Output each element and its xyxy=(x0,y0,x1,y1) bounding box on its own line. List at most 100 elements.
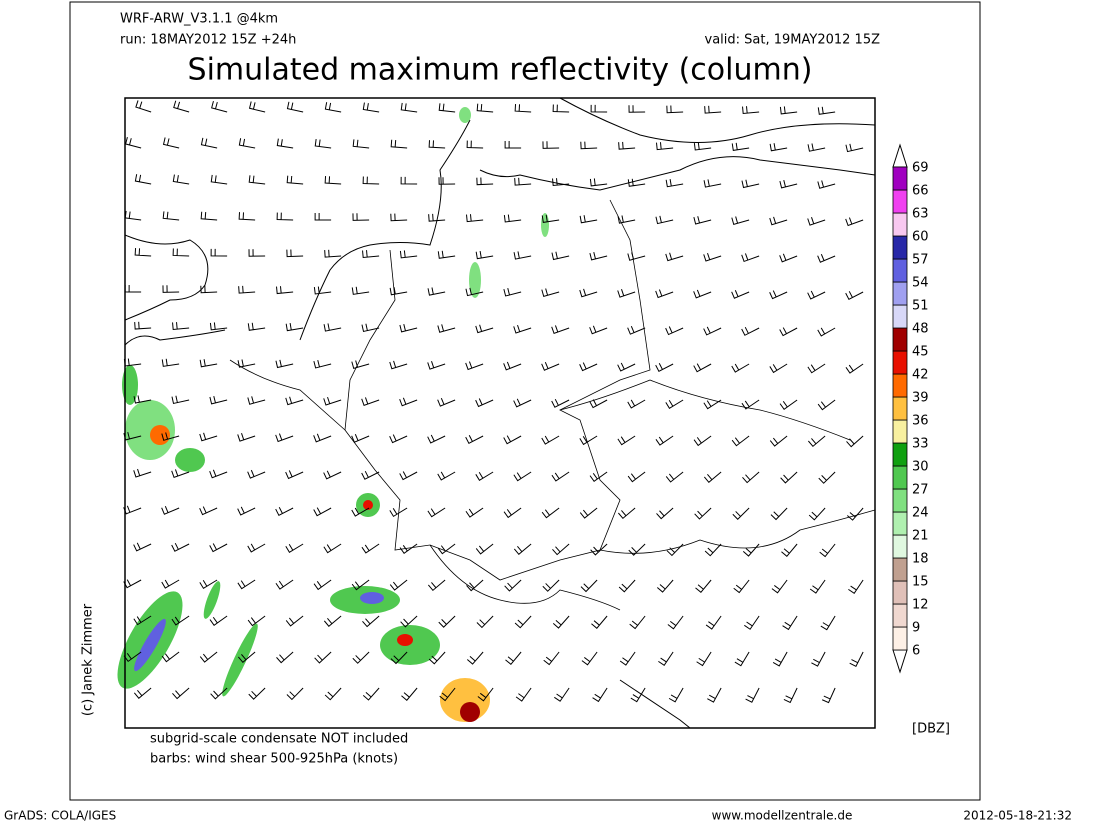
wind-barb xyxy=(552,543,570,556)
wind-barb xyxy=(209,469,228,479)
wind-barb xyxy=(820,615,836,631)
colorbar-box xyxy=(892,626,908,651)
colorbar-box xyxy=(892,557,908,582)
wind-barb xyxy=(427,579,446,592)
wind-barb xyxy=(845,363,864,374)
wind-barb xyxy=(171,469,190,479)
wind-barb xyxy=(238,138,256,149)
wind-barb xyxy=(628,543,646,556)
wind-barb xyxy=(161,506,180,515)
borders xyxy=(229,199,876,611)
wind-barb xyxy=(590,104,608,113)
wind-barb xyxy=(466,651,484,665)
wind-barb xyxy=(579,435,598,446)
wind-barb xyxy=(617,215,636,224)
wind-barb xyxy=(552,104,570,113)
wind-barb xyxy=(505,651,522,666)
wind-barb xyxy=(779,106,798,115)
wind-barb xyxy=(742,106,760,115)
wind-barb xyxy=(285,543,304,553)
wind-barb xyxy=(313,286,332,295)
wind-barb xyxy=(211,100,228,113)
wind-barb xyxy=(400,102,418,113)
note: barbs: wind shear 500-925hPa (knots) xyxy=(150,752,398,767)
wind-barb xyxy=(694,507,712,520)
wind-barb xyxy=(655,435,674,446)
colorbar-label: 21 xyxy=(912,529,929,544)
wind-barb xyxy=(399,397,418,407)
note: subgrid-scale condensate NOT included xyxy=(150,732,408,747)
wind-barb xyxy=(361,543,380,554)
wind-barb xyxy=(237,506,256,516)
wind-barb xyxy=(732,507,750,520)
wind-barb xyxy=(618,141,636,150)
wind-barb xyxy=(503,361,522,371)
wind-barb xyxy=(513,398,532,408)
wind-barb xyxy=(428,140,446,149)
wind-barb xyxy=(477,687,494,702)
wind-barb xyxy=(848,579,864,594)
wind-barb xyxy=(779,399,798,411)
colorbar-box xyxy=(892,281,908,306)
wind-barb xyxy=(172,174,190,185)
colorbar-label: 57 xyxy=(912,253,929,268)
wind-barb xyxy=(770,507,788,521)
colorbar-label: 36 xyxy=(912,414,929,429)
wind-barb xyxy=(323,396,342,406)
wind-barb xyxy=(352,139,370,149)
wind-barb xyxy=(731,435,750,447)
echo xyxy=(459,107,471,123)
colorbar-label: 15 xyxy=(912,575,929,590)
wind-barb xyxy=(324,102,342,113)
wind-barb xyxy=(541,435,560,445)
wind-barb xyxy=(248,687,266,700)
wind-barb xyxy=(171,615,190,626)
wind-barb xyxy=(782,615,798,631)
wind-barb xyxy=(542,141,560,149)
colorbar-label: 66 xyxy=(912,184,929,199)
wind-barb xyxy=(811,651,826,667)
wind-barb xyxy=(209,395,228,405)
colorbar-label: 39 xyxy=(912,391,929,406)
wind-barb xyxy=(630,687,646,703)
wind-barb xyxy=(401,687,418,701)
wind-barb xyxy=(817,253,836,263)
wind-barb xyxy=(503,214,522,223)
wind-barb xyxy=(742,543,760,557)
wind-barb xyxy=(466,140,484,149)
wind-barb xyxy=(438,103,456,113)
wind-barb xyxy=(161,432,180,441)
wind-barb xyxy=(172,687,190,700)
wind-barb xyxy=(324,176,342,185)
wind-barb xyxy=(247,396,266,405)
echo xyxy=(122,365,138,405)
wind-barb xyxy=(389,360,408,370)
echo xyxy=(380,625,440,665)
wind-barb xyxy=(541,507,560,519)
map-frame xyxy=(124,97,876,729)
wind-barb xyxy=(617,507,636,520)
wind-barb xyxy=(658,651,674,666)
wind-barb xyxy=(655,215,674,225)
colorbar-box xyxy=(892,580,908,605)
wind-barb xyxy=(209,615,228,626)
wind-barb xyxy=(579,288,598,298)
echo xyxy=(360,592,384,604)
wind-barb xyxy=(541,362,560,371)
colorbar-label: 24 xyxy=(912,506,929,521)
wind-barb xyxy=(323,543,342,554)
wind-barb xyxy=(619,651,636,666)
wind-barb xyxy=(551,325,570,335)
wind-barb xyxy=(741,326,760,336)
wind-barb xyxy=(134,321,152,330)
wind-barb xyxy=(465,435,484,444)
wind-barb xyxy=(543,651,560,666)
wind-barb xyxy=(551,251,570,261)
wind-barb xyxy=(362,687,380,701)
colorbar: 6912151821242730333639424548515457606366… xyxy=(892,143,929,674)
wind-barb xyxy=(821,687,836,704)
coastline xyxy=(124,234,209,321)
wind-barb xyxy=(286,101,304,113)
wind-barb xyxy=(656,579,674,593)
colorbar-box xyxy=(892,373,908,398)
